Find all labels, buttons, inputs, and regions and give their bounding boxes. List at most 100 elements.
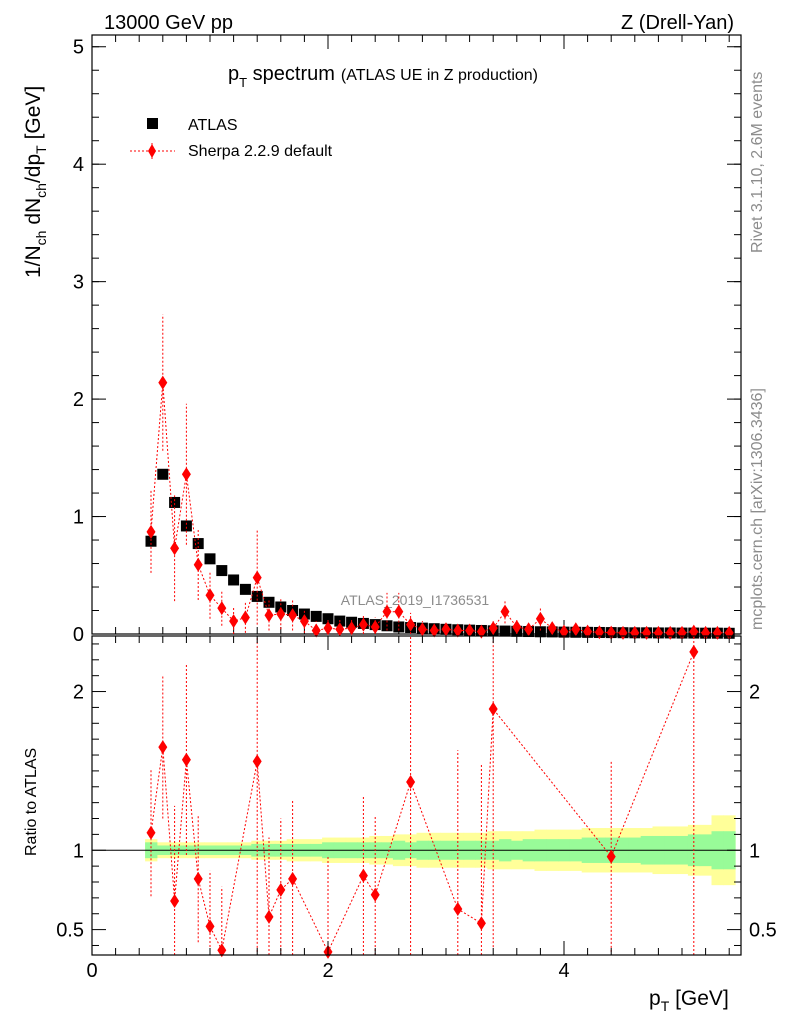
sherpa-data-point	[181, 467, 191, 482]
ratio-sherpa-point	[453, 901, 463, 916]
sherpa-data-point	[146, 524, 156, 539]
atlas-data-point	[499, 625, 511, 637]
atlas-data-point	[169, 496, 181, 508]
atlas-data-point	[534, 626, 546, 638]
atlas-data-point	[393, 621, 405, 633]
y-axis-label: 1/Nch dNch/dpT [GeV]	[22, 86, 49, 278]
sherpa-data-point	[264, 608, 274, 623]
sherpa-data-point	[299, 614, 309, 629]
ratio-y-tick-label-right: 0.5	[749, 920, 777, 942]
ratio-y-tick-label: 0.5	[56, 920, 84, 942]
ratio-sherpa-point	[193, 871, 203, 886]
sherpa-data-point	[559, 624, 569, 639]
ratio-sherpa-point	[158, 740, 168, 755]
ratio-y-tick-label-right: 2	[749, 682, 760, 704]
sherpa-data-point	[500, 604, 510, 619]
sherpa-data-point	[689, 624, 699, 639]
ratio-sherpa-line	[150, 651, 695, 953]
sherpa-data-point	[394, 604, 404, 619]
ratio-sherpa-point	[181, 752, 191, 767]
x-axis-label: pT [GeV]	[649, 987, 729, 1014]
ratio-sherpa-point	[217, 943, 227, 958]
atlas-data-point	[310, 610, 322, 622]
y-tick-label: 3	[73, 272, 84, 294]
sherpa-data-point	[382, 604, 392, 619]
sherpa-data-point	[465, 623, 475, 638]
ratio-sherpa-point	[606, 849, 616, 864]
ratio-y-axis-label: Ratio to ATLAS	[23, 748, 40, 856]
x-tick-label: 0	[86, 960, 97, 982]
sherpa-data-point	[583, 624, 593, 639]
legend-atlas-label: ATLAS	[188, 117, 238, 134]
mcplots-label: mcplots.cern.ch [arXiv:1306.3436]	[749, 388, 766, 630]
ratio-sherpa-point	[689, 644, 699, 659]
sherpa-data-point	[276, 607, 286, 622]
atlas-data-point	[180, 520, 192, 532]
sherpa-data-point	[158, 375, 168, 390]
ratio-sherpa-point	[252, 754, 262, 769]
atlas-data-point	[145, 535, 157, 547]
sherpa-data-point	[311, 623, 321, 638]
rivet-version-label: Rivet 3.1.10, 2.6M events	[749, 72, 766, 253]
process-label: Z (Drell-Yan)	[621, 12, 734, 34]
sherpa-data-point	[217, 601, 227, 616]
ratio-sherpa-point	[288, 871, 298, 886]
sherpa-data-point	[535, 611, 545, 626]
sherpa-data-point	[524, 622, 534, 637]
sherpa-data-point	[335, 622, 345, 637]
atlas-data-point	[322, 613, 334, 625]
sherpa-data-point	[441, 622, 451, 637]
legend-atlas-marker	[147, 118, 158, 129]
ratio-sherpa-point	[205, 919, 215, 934]
sherpa-data-point	[170, 541, 180, 556]
sherpa-data-point	[488, 621, 498, 636]
y-tick-label: 4	[73, 154, 84, 176]
y-tick-label: 1	[73, 507, 84, 529]
ratio-plot-frame	[91, 635, 742, 956]
sherpa-data-point	[288, 608, 298, 623]
ratio-sherpa-point	[476, 916, 486, 931]
sherpa-data-point	[512, 619, 522, 634]
legend-sherpa-label: Sherpa 2.2.9 default	[188, 143, 333, 160]
sherpa-data-point	[358, 617, 368, 632]
ratio-y-tick-label: 1	[73, 840, 84, 862]
atlas-data-point	[204, 553, 216, 565]
ratio-sherpa-point	[370, 887, 380, 902]
sherpa-data-point	[370, 619, 380, 634]
sherpa-data-point	[252, 570, 262, 585]
atlas-data-point	[298, 608, 310, 620]
sherpa-data-point	[406, 617, 416, 632]
sherpa-data-point	[547, 621, 557, 636]
ratio-sherpa-point	[406, 775, 416, 790]
sherpa-data-point	[193, 557, 203, 572]
y-tick-label: 0	[73, 624, 84, 646]
analysis-watermark: ATLAS_2019_I1736531	[341, 592, 490, 608]
ratio-y-tick-label: 2	[73, 682, 84, 704]
x-tick-label: 2	[322, 960, 333, 982]
ratio-sherpa-point	[276, 882, 286, 897]
ratio-y-tick-label-right: 1	[749, 840, 760, 862]
energy-label: 13000 GeV pp	[104, 12, 233, 34]
ratio-sherpa-point	[170, 894, 180, 909]
sherpa-data-point	[347, 621, 357, 636]
x-tick-label: 4	[558, 960, 569, 982]
ratio-sherpa-point	[146, 825, 156, 840]
sherpa-data-point	[229, 614, 239, 629]
y-tick-label: 5	[73, 37, 84, 59]
atlas-data-point	[228, 574, 240, 586]
sherpa-data-point	[429, 623, 439, 638]
atlas-data-point	[157, 468, 169, 480]
sherpa-data-point	[240, 610, 250, 625]
sherpa-data-point	[476, 624, 486, 639]
plot-title: pT spectrum (ATLAS UE in Z production)	[228, 63, 538, 90]
sherpa-data-point	[323, 621, 333, 636]
legend-sherpa-marker	[148, 144, 156, 158]
atlas-data-point	[216, 565, 228, 577]
top-plot-frame	[91, 34, 742, 635]
sherpa-data-point	[571, 622, 581, 637]
sherpa-data-point	[453, 623, 463, 638]
ratio-sherpa-point	[488, 702, 498, 717]
ratio-sherpa-point	[264, 909, 274, 924]
legend: ATLAS Sherpa 2.2.9 default	[130, 117, 333, 160]
